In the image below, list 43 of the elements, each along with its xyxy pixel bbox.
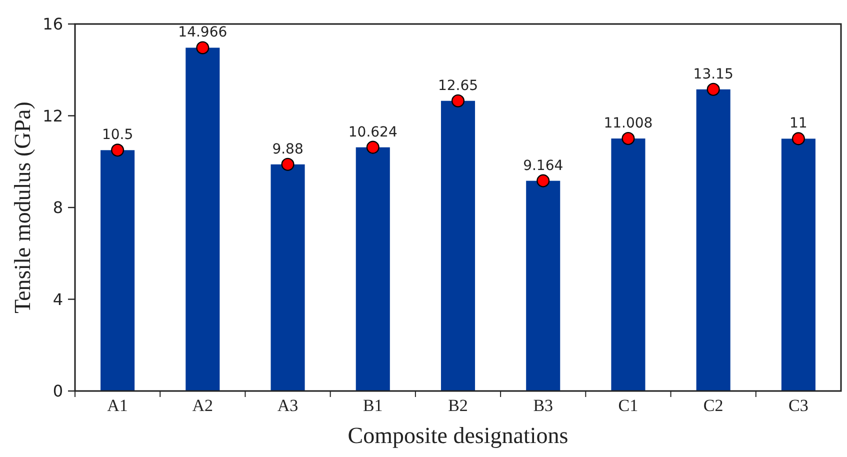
point (451, 94, 465, 108)
bar (611, 138, 646, 391)
x-tick-label: A3 (277, 396, 298, 415)
y-tick-label: 12 (42, 106, 63, 126)
data-label: 9.164 (523, 158, 564, 174)
x-tick-label: C2 (703, 396, 724, 415)
bar (696, 89, 730, 391)
x-tick-label: B2 (448, 396, 468, 415)
point (196, 41, 210, 54)
y-tick-label: 8 (52, 198, 63, 218)
bar (356, 147, 390, 391)
data-label: 10.624 (348, 124, 398, 140)
y-tick-label: 16 (42, 14, 63, 34)
point (281, 158, 294, 171)
bar (526, 180, 560, 391)
bar (270, 164, 305, 391)
bar (186, 48, 220, 391)
data-label: 9.88 (272, 141, 304, 158)
x-tick-label: B3 (533, 396, 554, 415)
x-tick-label: C1 (618, 396, 638, 415)
bar (100, 150, 135, 391)
x-axis-title: Composite designations (348, 423, 568, 448)
data-label: 11 (790, 116, 808, 132)
data-label: 12.65 (438, 78, 478, 94)
data-label: 10.5 (102, 127, 134, 144)
point (792, 132, 805, 146)
bar (781, 138, 816, 391)
y-tick-label: 4 (52, 290, 63, 309)
bar (440, 100, 476, 391)
y-tick-label: 0 (52, 382, 63, 401)
data-label: 11.008 (604, 116, 653, 132)
point (706, 82, 720, 96)
data-label: 14.966 (178, 24, 228, 41)
x-tick-label: A2 (192, 396, 214, 415)
point (622, 132, 635, 146)
x-tick-label: B1 (362, 396, 383, 415)
x-tick-label: A1 (107, 396, 128, 415)
y-axis-title: Tensile modulus (GPa) (10, 102, 35, 314)
data-label: 13.15 (693, 66, 734, 82)
point (536, 174, 550, 188)
point (366, 140, 380, 154)
x-tick-label: C3 (788, 396, 808, 415)
point (111, 144, 124, 157)
